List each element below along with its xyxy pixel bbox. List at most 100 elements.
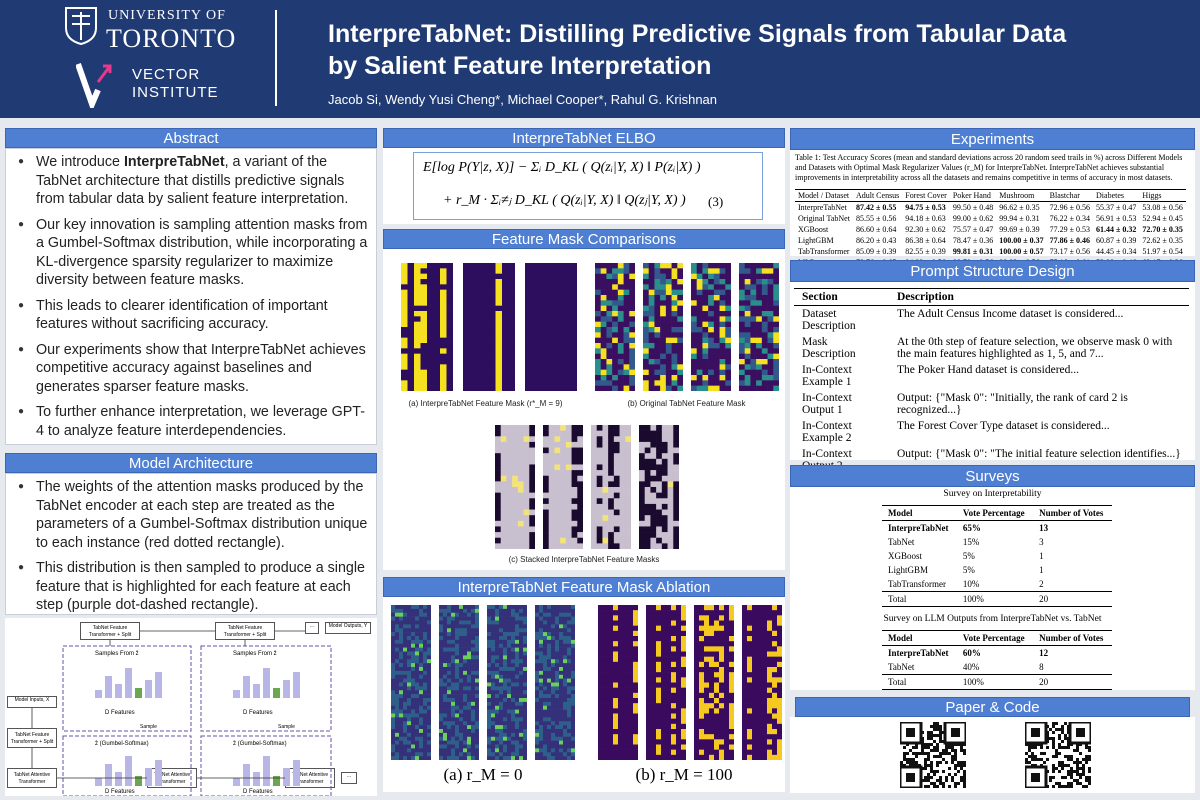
heat-cell: [618, 729, 624, 735]
heat-cell: [772, 749, 778, 756]
heat-cell: [539, 608, 544, 614]
heat-cell: [613, 447, 620, 454]
heat-cell: [535, 721, 540, 726]
heat-cell: [665, 332, 672, 338]
heat-cell: [547, 725, 552, 730]
heat-cell: [447, 628, 452, 633]
heat-cell: [559, 732, 564, 738]
heat-cell: [602, 470, 609, 477]
heat-cell: [551, 343, 558, 349]
heat-cell: [495, 453, 502, 460]
heat-cell: [403, 651, 408, 656]
heat-cell: [548, 436, 555, 443]
heat-cell: [414, 375, 421, 381]
heat-cell: [519, 608, 524, 614]
heat-cell: [407, 380, 415, 386]
heat-cell: [596, 441, 603, 448]
heat-cell: [752, 677, 758, 683]
heat-cell: [503, 632, 508, 637]
heat-cell: [699, 651, 705, 657]
heat-cell: [666, 739, 672, 745]
heat-cell: [667, 453, 674, 460]
heat-cell: [702, 375, 709, 381]
heat-cell: [443, 612, 448, 617]
heat-cell: [535, 663, 540, 668]
heat-cell: [654, 321, 661, 328]
heat-cell: [709, 677, 715, 683]
heat-cell: [399, 647, 404, 652]
heat-cell: [744, 353, 751, 360]
heat-cell: [742, 615, 748, 621]
heat-cell: [544, 348, 552, 354]
heat-cell: [551, 686, 556, 691]
cell: 75.57 ± 0.47: [952, 225, 994, 234]
heat-cell: [554, 425, 561, 431]
diagram-label: D Features: [243, 789, 273, 795]
heat-cell: [628, 610, 634, 616]
heat-cell: [694, 630, 700, 637]
heat-cell: [603, 620, 609, 626]
heat-cell: [608, 749, 614, 756]
heat-cell: [463, 663, 468, 668]
heat-cell: [407, 736, 412, 741]
heat-cell: [529, 453, 535, 460]
heat-cell: [407, 289, 415, 296]
heat-cell: [555, 682, 560, 687]
heat-cell: [563, 624, 568, 629]
heat-cell: [403, 678, 408, 683]
heat-cell: [571, 686, 575, 691]
heat-cell: [469, 295, 477, 301]
diagram-bar: [155, 672, 162, 698]
heat-cell: [673, 492, 679, 499]
heat-cell: [543, 464, 550, 471]
heat-cell: [619, 520, 626, 527]
heat-cell: [557, 284, 565, 290]
heat-cell: [471, 698, 476, 703]
heat-cell: [401, 343, 408, 349]
header-cell: Poker Hand: [952, 191, 991, 200]
heat-cell: [463, 321, 470, 328]
heat-cell: [628, 682, 634, 688]
heat-cell: [475, 624, 479, 629]
heat-cell: [752, 739, 758, 745]
heat-cell: [650, 458, 657, 465]
heat-cell: [543, 752, 548, 757]
heat-cell: [499, 655, 504, 660]
heat-cell: [702, 348, 709, 354]
heat-cell: [699, 713, 705, 719]
header-row: Section Description: [794, 288, 1189, 306]
heat-cell: [415, 744, 420, 749]
heat-cell: [656, 458, 663, 465]
heat-cell: [555, 651, 560, 656]
heat-cell: [459, 694, 464, 699]
qr-cell: [942, 770, 945, 773]
heat-cell: [467, 721, 472, 726]
heat-cell: [519, 698, 524, 703]
heat-cell: [761, 364, 768, 370]
heat-cell: [539, 694, 544, 699]
qr-cell: [924, 761, 927, 764]
heat-cell: [519, 643, 524, 648]
heat-cell: [643, 279, 650, 285]
diagram-bar: [115, 772, 122, 786]
heat-cell: [714, 734, 720, 740]
heat-cell: [618, 744, 624, 750]
heat-cell: [529, 487, 535, 493]
heat-cell: [539, 612, 544, 617]
qr-cell: [933, 785, 936, 788]
heat-cell: [503, 701, 508, 707]
heat-cell: [395, 701, 400, 707]
heat-cell: [595, 316, 602, 322]
heat-cell: [555, 690, 560, 695]
heat-cell: [459, 639, 464, 645]
qr-cell: [912, 746, 915, 749]
heat-cell: [391, 674, 396, 679]
heat-cell: [608, 630, 614, 637]
heat-cell: [455, 698, 460, 703]
header-row: Model Vote Percentage Number of Votes: [882, 630, 1112, 646]
heat-cell: [399, 732, 404, 738]
heat-cell: [440, 359, 447, 365]
heat-cell: [772, 620, 778, 626]
heat-cell: [491, 605, 496, 610]
diagram-bar: [135, 776, 142, 786]
